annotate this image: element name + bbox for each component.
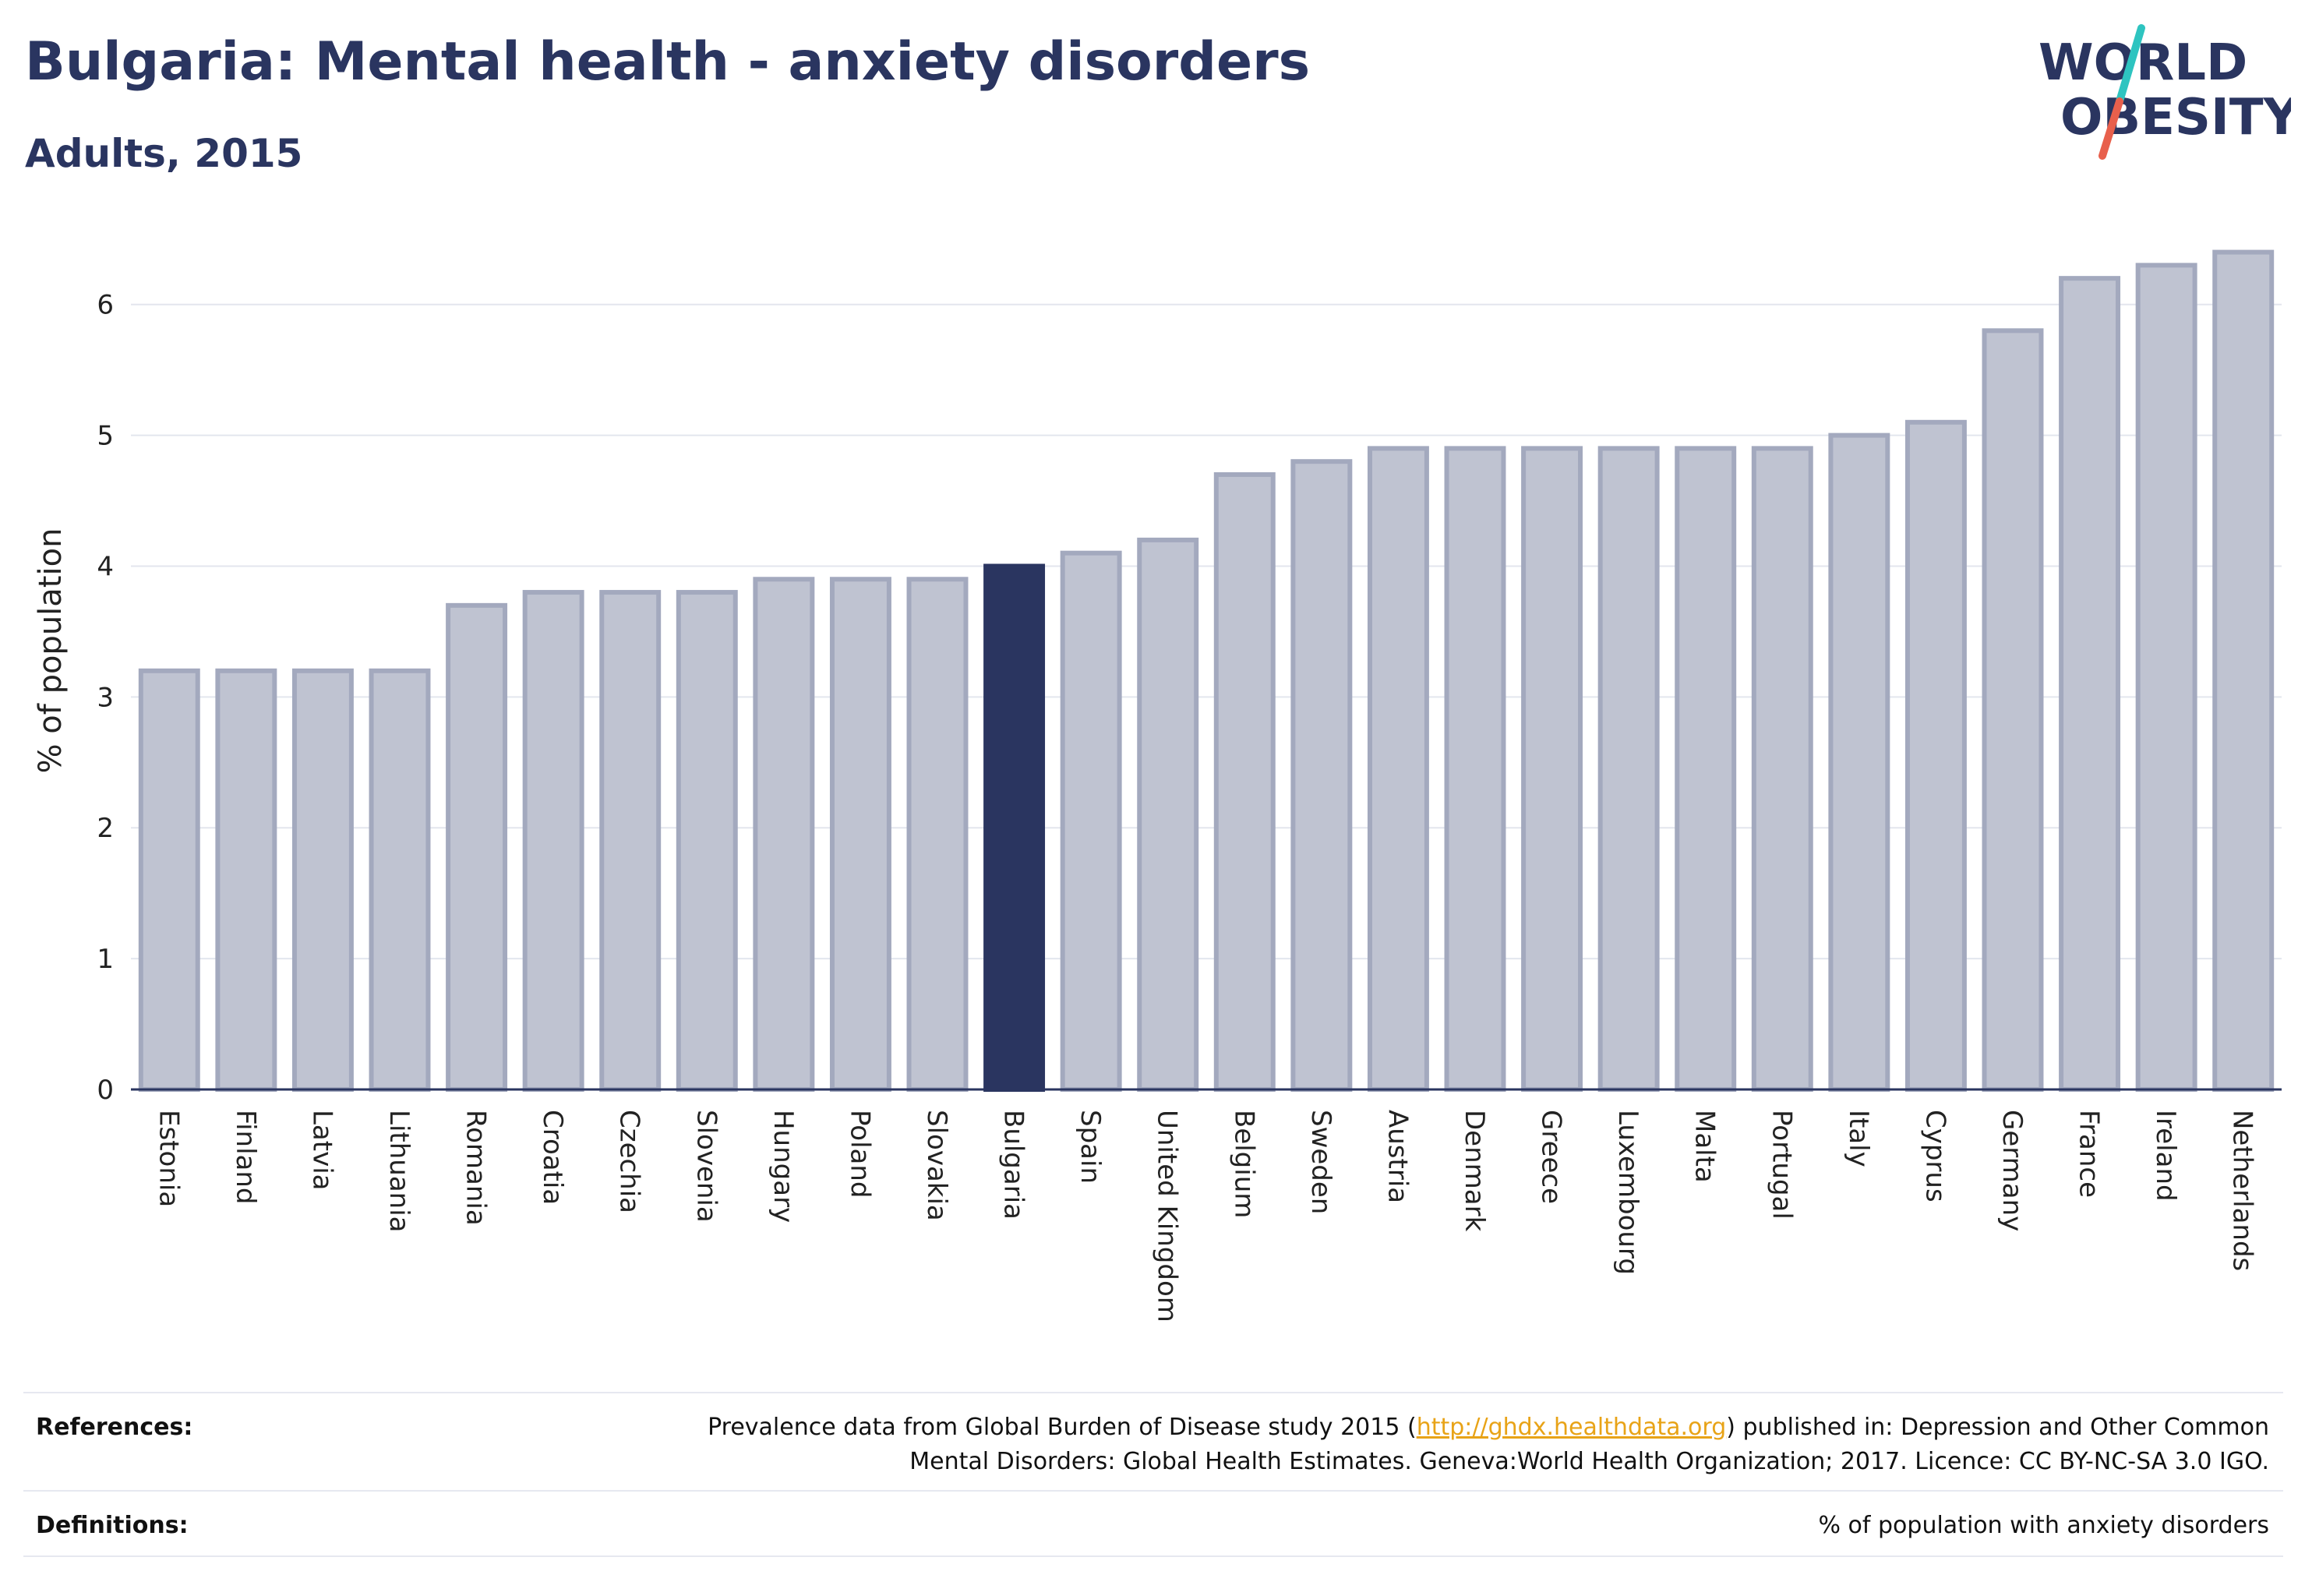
y-tick-label: 5 xyxy=(97,421,114,452)
bar-czechia xyxy=(599,590,662,1092)
bar-croatia xyxy=(522,590,584,1092)
x-tick-label: Greece xyxy=(1536,1110,1567,1204)
bar-netherlands xyxy=(2212,249,2275,1092)
bar-latvia xyxy=(291,668,354,1092)
bar-sweden xyxy=(1290,459,1353,1092)
x-tick-label: Croatia xyxy=(537,1110,568,1205)
bar-spain xyxy=(1060,550,1122,1092)
y-tick-label: 6 xyxy=(97,290,114,321)
footer-divider-middle xyxy=(23,1490,2283,1492)
x-tick-label: Sweden xyxy=(1305,1110,1336,1214)
bars xyxy=(138,249,2275,1093)
x-tick-label: Portugal xyxy=(1766,1110,1797,1220)
references-text: Prevalence data from Global Burden of Di… xyxy=(708,1411,2269,1479)
references-text-2: ) published in: Depression and Other Com… xyxy=(1726,1414,2269,1441)
bar-france xyxy=(2059,276,2121,1093)
bar-italy xyxy=(1828,433,1890,1092)
bar-austria xyxy=(1367,446,1429,1092)
references-text-1: Prevalence data from Global Burden of Di… xyxy=(708,1414,1417,1441)
bar-hungary xyxy=(753,577,815,1092)
y-tick-label: 3 xyxy=(97,682,114,713)
x-tick-label: Germany xyxy=(1996,1110,2028,1231)
y-tick-label: 0 xyxy=(97,1075,114,1106)
bar-lithuania xyxy=(369,668,431,1092)
bar-belgium xyxy=(1213,471,1276,1092)
bar-luxembourg xyxy=(1597,446,1660,1092)
x-tick-label: Czechia xyxy=(614,1110,645,1213)
bar-bulgaria xyxy=(983,563,1046,1092)
bar-romania xyxy=(446,602,508,1092)
references-text-3: Mental Disorders: Global Health Estimate… xyxy=(909,1448,2269,1475)
y-tick-label: 2 xyxy=(97,813,114,844)
y-tick-label: 1 xyxy=(97,944,114,975)
references-link[interactable]: http://ghdx.healthdata.org xyxy=(1416,1414,1727,1441)
x-tick-label: Slovakia xyxy=(921,1110,952,1221)
x-tick-label: Austria xyxy=(1382,1110,1413,1203)
logo-line1: WORLD xyxy=(2038,34,2247,92)
x-tick-label: Finland xyxy=(230,1110,261,1205)
definitions-text: % of population with anxiety disorders xyxy=(1818,1512,2269,1539)
x-tick-label: United Kingdom xyxy=(1152,1110,1183,1322)
x-tick-label: Malta xyxy=(1689,1110,1721,1183)
x-tick-label: Latvia xyxy=(306,1110,337,1191)
bar-ireland xyxy=(2135,263,2197,1092)
bar-malta xyxy=(1675,446,1737,1092)
x-tick-label: Italy xyxy=(1843,1110,1874,1167)
x-tick-label: Bulgaria xyxy=(998,1110,1029,1220)
definitions-label: Definitions: xyxy=(36,1512,189,1539)
x-tick-label: Estonia xyxy=(153,1110,184,1207)
world-obesity-logo: WORLD OBESITY xyxy=(2038,24,2291,160)
x-tick-label: Denmark xyxy=(1459,1110,1490,1232)
bar-estonia xyxy=(138,668,200,1092)
x-tick-label: Netherlands xyxy=(2227,1110,2258,1271)
footer-divider-top xyxy=(23,1392,2283,1393)
x-tick-label: Cyprus xyxy=(1919,1110,1950,1202)
x-tick-label: Belgium xyxy=(1228,1110,1259,1218)
bar-cyprus xyxy=(1904,419,1967,1092)
x-tick-label: Poland xyxy=(844,1110,875,1199)
bar-slovakia xyxy=(906,577,969,1092)
x-tick-label: Hungary xyxy=(768,1110,799,1223)
y-tick-label: 4 xyxy=(97,551,114,582)
logo-slash-bottom xyxy=(2099,97,2123,160)
chart-title: Bulgaria: Mental health - anxiety disord… xyxy=(25,31,1311,93)
chart-subtitle: Adults, 2015 xyxy=(25,131,303,176)
x-tick-label: Luxembourg xyxy=(1612,1110,1643,1275)
bar-chart: 0 1 2 3 4 5 6 Estonia Finland Latvia Lithuania Roma… xyxy=(33,249,2282,1322)
bar-denmark xyxy=(1444,446,1506,1092)
references-label: References: xyxy=(36,1414,193,1441)
tick-labels: 0 1 2 3 4 5 6 Estonia Finland Latvia Lithuania Roma… xyxy=(97,290,2257,1322)
footer-divider-bottom xyxy=(23,1555,2283,1557)
logo-line2: OBESITY xyxy=(2060,89,2291,147)
x-tick-label: Romania xyxy=(461,1110,492,1226)
x-tick-label: France xyxy=(2074,1110,2105,1198)
bar-slovenia xyxy=(676,590,738,1092)
bar-greece xyxy=(1521,446,1583,1092)
bar-finland xyxy=(215,668,277,1092)
logo-slash-top xyxy=(2116,24,2145,105)
bar-portugal xyxy=(1751,446,1813,1092)
x-tick-label: Slovenia xyxy=(690,1110,722,1223)
bar-poland xyxy=(829,577,891,1092)
bar-germany xyxy=(1982,328,2044,1092)
x-tick-label: Spain xyxy=(1075,1110,1106,1184)
x-tick-label: Ireland xyxy=(2150,1110,2181,1202)
y-axis-label: % of population xyxy=(33,528,69,774)
x-tick-label: Lithuania xyxy=(383,1110,415,1232)
bar-united-kingdom xyxy=(1137,537,1199,1092)
